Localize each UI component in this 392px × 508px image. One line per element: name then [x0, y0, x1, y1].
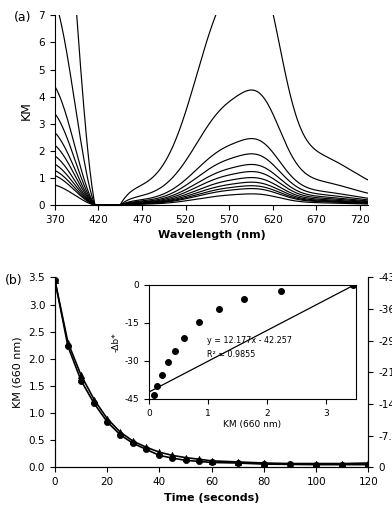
- Point: [156, 448, 163, 456]
- Point: [130, 437, 136, 446]
- Point: [65, 342, 71, 351]
- Point: [182, 454, 189, 462]
- Point: [235, 459, 241, 467]
- Point: [65, 338, 71, 346]
- Point: [91, 399, 97, 407]
- Point: [235, 458, 241, 466]
- Point: [313, 461, 319, 469]
- Point: [52, 276, 58, 284]
- Point: [117, 428, 123, 436]
- X-axis label: Wavelength (nm): Wavelength (nm): [158, 231, 265, 240]
- Point: [365, 461, 372, 469]
- Point: [130, 439, 136, 448]
- X-axis label: Time (seconds): Time (seconds): [164, 493, 260, 502]
- Point: [169, 454, 176, 462]
- Point: [339, 460, 345, 468]
- Text: (b): (b): [5, 274, 22, 287]
- Y-axis label: KM: KM: [20, 101, 33, 120]
- Point: [104, 415, 110, 423]
- Point: [209, 457, 215, 465]
- Point: [78, 371, 84, 379]
- Point: [117, 431, 123, 439]
- Text: (a): (a): [14, 12, 32, 24]
- Point: [143, 443, 149, 451]
- Y-axis label: KM (660 nm): KM (660 nm): [13, 337, 23, 408]
- Point: [209, 458, 215, 466]
- Point: [196, 457, 202, 465]
- Point: [339, 461, 345, 469]
- Point: [261, 460, 267, 468]
- Point: [261, 459, 267, 467]
- Point: [143, 446, 149, 454]
- Point: [52, 276, 58, 284]
- Point: [287, 460, 293, 468]
- Point: [365, 459, 372, 467]
- Point: [78, 376, 84, 385]
- Point: [287, 460, 293, 468]
- Point: [182, 456, 189, 464]
- Point: [169, 451, 176, 459]
- Point: [196, 455, 202, 463]
- Point: [104, 418, 110, 426]
- Point: [313, 460, 319, 468]
- Point: [156, 451, 163, 459]
- Point: [91, 395, 97, 403]
